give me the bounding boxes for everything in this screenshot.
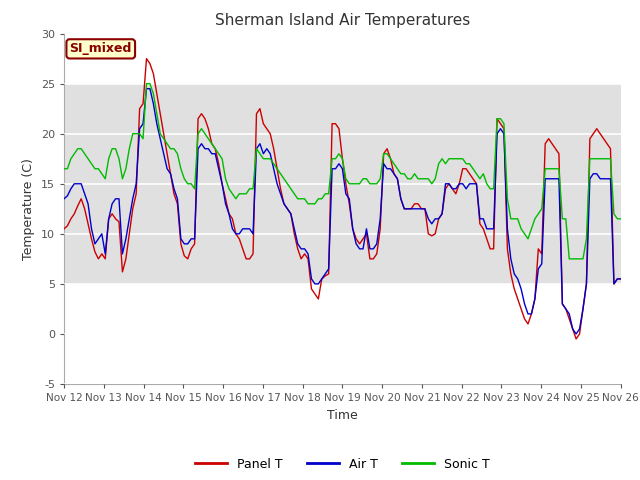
Legend: Panel T, Air T, Sonic T: Panel T, Air T, Sonic T <box>191 453 494 476</box>
X-axis label: Time: Time <box>327 408 358 421</box>
Text: SI_mixed: SI_mixed <box>70 42 132 55</box>
Bar <box>64 84 621 284</box>
Y-axis label: Temperature (C): Temperature (C) <box>22 158 35 260</box>
Title: Sherman Island Air Temperatures: Sherman Island Air Temperatures <box>215 13 470 28</box>
